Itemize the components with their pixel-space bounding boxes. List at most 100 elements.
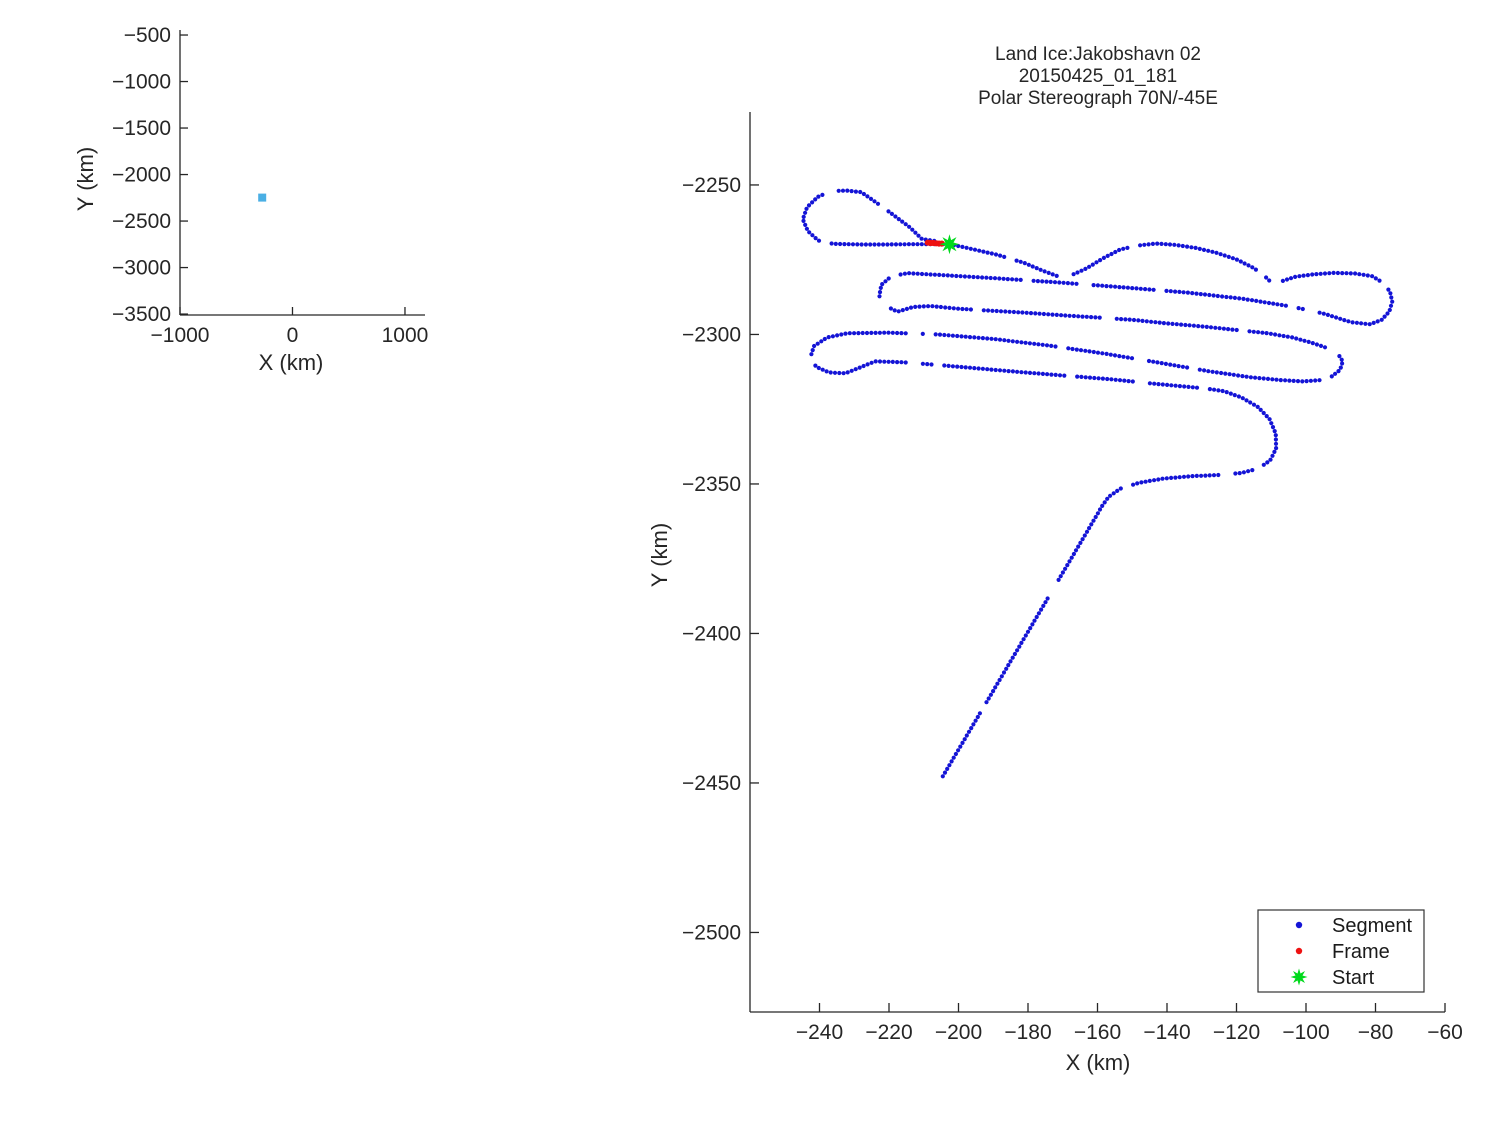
segment-dot bbox=[1228, 391, 1233, 396]
segment-dot bbox=[943, 305, 948, 310]
segment-dot bbox=[1044, 343, 1050, 348]
segment-dot bbox=[1160, 382, 1165, 387]
segment-dot bbox=[941, 273, 946, 278]
legend-label-segment: Segment bbox=[1332, 915, 1412, 937]
segment-dot bbox=[1265, 460, 1270, 465]
segment-dot bbox=[1087, 349, 1092, 354]
segment-dot bbox=[819, 339, 824, 344]
segment-dot bbox=[1363, 321, 1368, 326]
segment-dot bbox=[1127, 317, 1132, 322]
segment-dot bbox=[1036, 611, 1041, 616]
segment-dot bbox=[911, 271, 916, 276]
segment-dot bbox=[1109, 251, 1114, 257]
segment-dot bbox=[1266, 300, 1272, 306]
segment-dot bbox=[980, 336, 986, 341]
segment-dot bbox=[813, 197, 818, 202]
segment-dot bbox=[1389, 295, 1394, 300]
segment-dot bbox=[999, 674, 1004, 679]
segment-dot bbox=[1283, 303, 1288, 308]
segment-dot bbox=[1253, 375, 1258, 380]
segment-dot bbox=[1185, 244, 1190, 249]
segment-dot bbox=[1338, 365, 1343, 370]
segment-dot bbox=[1249, 298, 1255, 303]
segment-dot bbox=[1040, 342, 1045, 347]
segment-dot bbox=[804, 226, 810, 231]
segment-dot bbox=[1251, 329, 1256, 334]
segment-dot bbox=[1036, 342, 1041, 347]
segment-dot bbox=[1131, 317, 1137, 323]
segment-dot bbox=[1050, 272, 1055, 277]
segment-dot bbox=[882, 330, 887, 335]
segment-dot bbox=[1014, 277, 1019, 282]
segment-dot bbox=[925, 362, 930, 367]
segment-dot bbox=[1034, 266, 1039, 271]
segment-dot bbox=[1113, 377, 1118, 382]
segment-dot bbox=[888, 306, 894, 311]
segment-dot bbox=[1032, 371, 1037, 376]
segment-dot bbox=[1216, 388, 1221, 393]
segment-dot bbox=[1018, 277, 1023, 282]
segment-dot bbox=[1329, 314, 1335, 319]
segment-dot bbox=[929, 362, 934, 367]
segment-dot bbox=[994, 308, 999, 314]
segment-dot bbox=[1108, 352, 1113, 357]
segment-dot bbox=[984, 275, 989, 280]
segment-dot bbox=[1300, 379, 1305, 384]
segment-dot bbox=[950, 364, 956, 369]
segment-dot bbox=[1246, 469, 1251, 474]
segment-dot bbox=[980, 366, 986, 371]
segment-dot bbox=[920, 331, 925, 336]
segment-dot bbox=[1200, 324, 1205, 329]
segment-dot bbox=[1165, 382, 1170, 387]
segment-dot bbox=[890, 330, 895, 335]
segment-dot bbox=[1023, 340, 1028, 345]
segment-dot bbox=[1190, 474, 1195, 479]
segment-dot bbox=[853, 189, 859, 194]
segment-dot bbox=[843, 331, 848, 336]
segment-dot bbox=[915, 242, 920, 247]
segment-dot bbox=[845, 370, 850, 375]
segment-dot bbox=[1310, 341, 1315, 346]
main-x-tick-label: −100 bbox=[1282, 1021, 1329, 1044]
segment-dot bbox=[1119, 317, 1124, 322]
segment-dot bbox=[1190, 385, 1195, 390]
segment-dot bbox=[1348, 271, 1353, 276]
segment-dot bbox=[1313, 378, 1318, 383]
segment-dot bbox=[1370, 274, 1375, 279]
segment-dot bbox=[1022, 261, 1027, 266]
segment-dot bbox=[1125, 355, 1130, 360]
segment-dot bbox=[1054, 312, 1059, 317]
segment-dot bbox=[1031, 278, 1036, 283]
segment-dot bbox=[1262, 300, 1267, 305]
segment-dot bbox=[1187, 323, 1192, 328]
segment-dot bbox=[1339, 357, 1344, 362]
segment-dot bbox=[1267, 417, 1272, 422]
segment-dot bbox=[967, 274, 972, 279]
segment-dot bbox=[1340, 361, 1345, 366]
segment-dot bbox=[890, 359, 895, 364]
segment-dot bbox=[1082, 533, 1087, 538]
segment-dot bbox=[1327, 271, 1332, 276]
segment-dot bbox=[881, 242, 886, 247]
segment-dot bbox=[1233, 471, 1238, 476]
overview-y-tick-label: −2000 bbox=[112, 164, 171, 187]
segment-dot bbox=[1006, 338, 1011, 343]
segment-dot bbox=[1257, 376, 1262, 381]
overview-y-tick-label: −1000 bbox=[112, 71, 171, 94]
segment-dot bbox=[915, 271, 920, 276]
segment-dot bbox=[990, 308, 995, 313]
segment-dot bbox=[1334, 315, 1339, 320]
segment-dot bbox=[1156, 477, 1161, 482]
segment-dot bbox=[845, 188, 850, 193]
segment-dot bbox=[816, 238, 822, 243]
segment-dot bbox=[913, 304, 918, 309]
segment-dot bbox=[1090, 262, 1095, 267]
segment-dot bbox=[1212, 387, 1217, 392]
segment-dot bbox=[889, 211, 895, 216]
segment-dot bbox=[1273, 332, 1278, 337]
segment-dot bbox=[1274, 377, 1279, 382]
segment-dot bbox=[1036, 371, 1041, 376]
segment-dot bbox=[893, 214, 898, 219]
segment-dot bbox=[951, 755, 956, 760]
segment-dot bbox=[1001, 670, 1007, 675]
